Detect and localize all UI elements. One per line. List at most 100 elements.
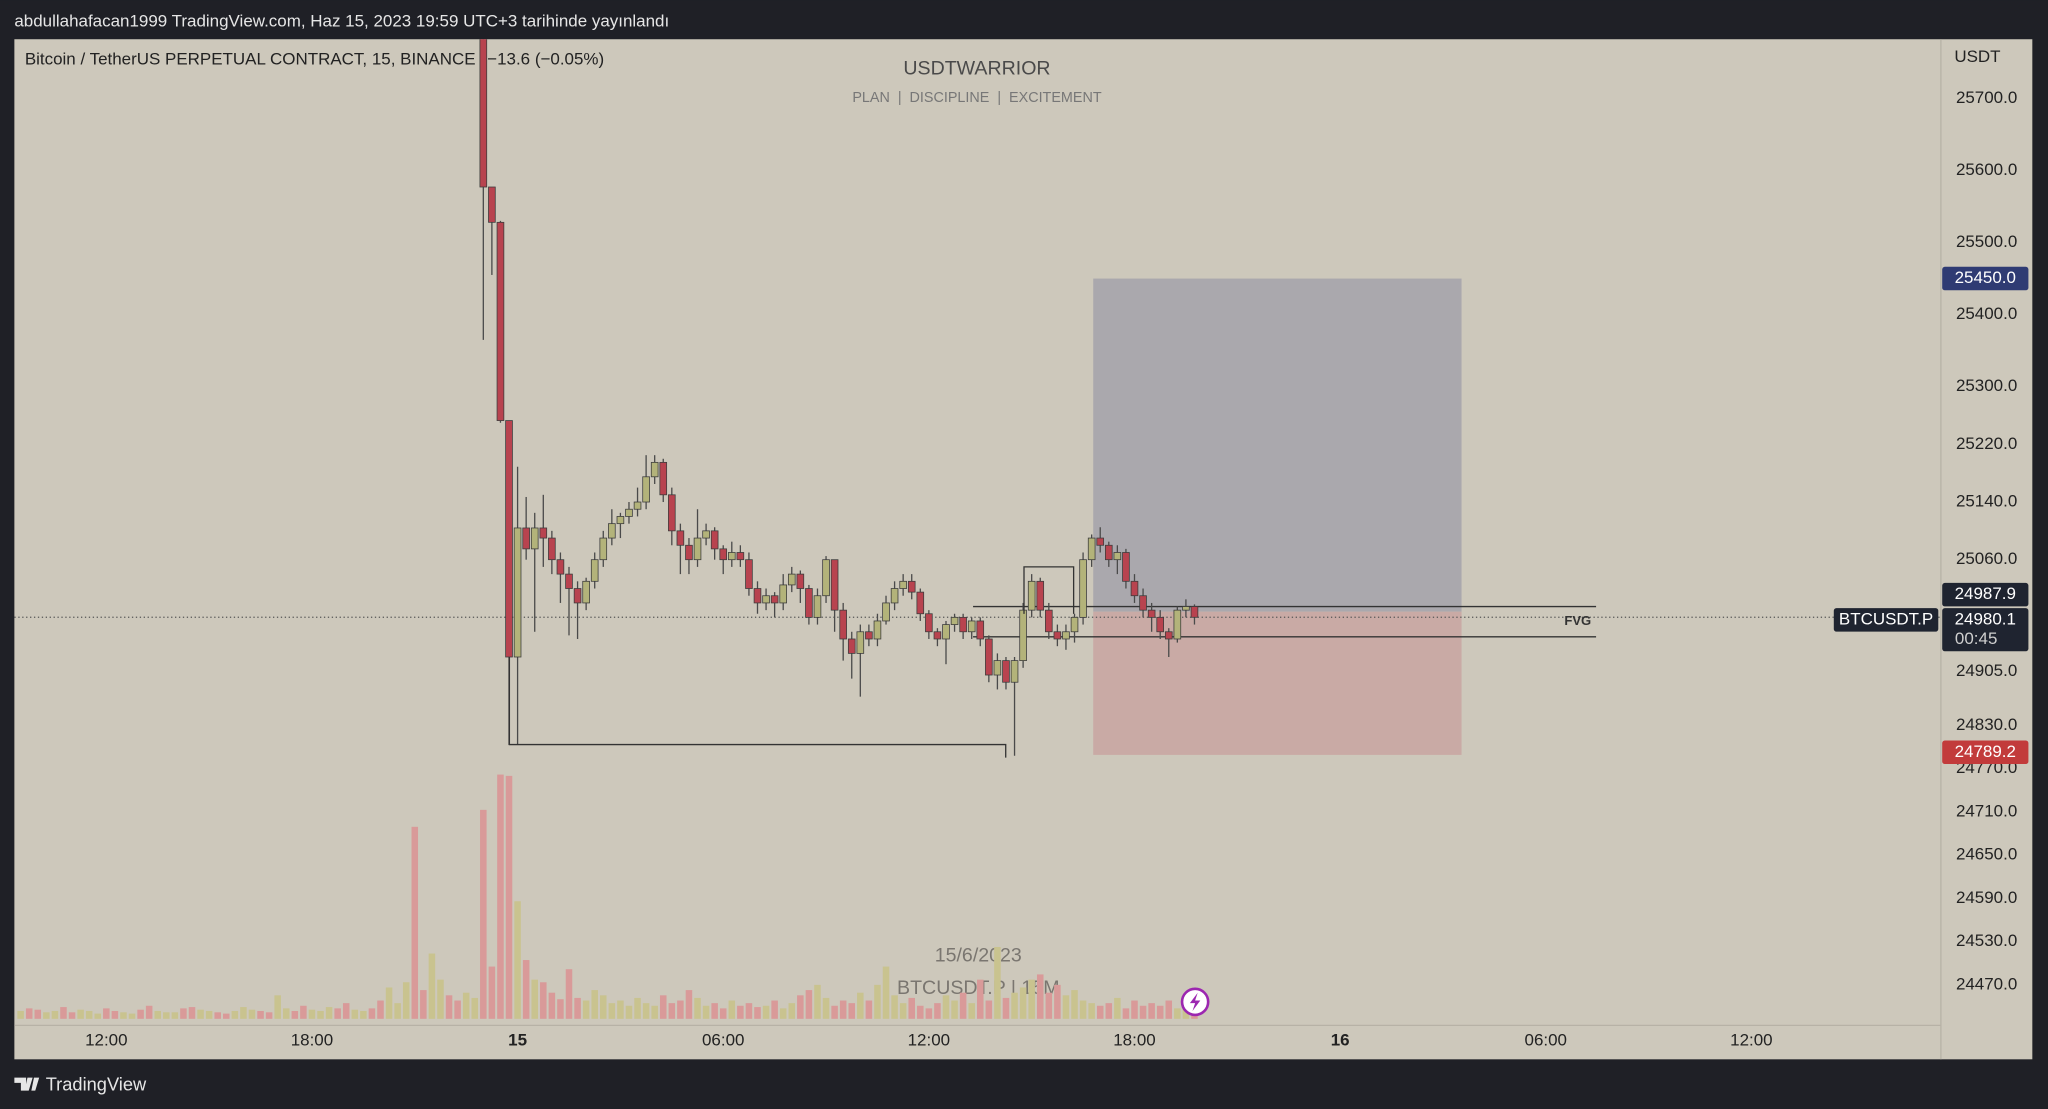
- volume-bar: [480, 809, 487, 1019]
- candle-body: [1002, 660, 1010, 683]
- volume-bar: [103, 1008, 110, 1019]
- volume-bar: [25, 1008, 33, 1019]
- volume-bar: [394, 1003, 401, 1019]
- volume-bar: [874, 984, 881, 1019]
- volume-bar: [77, 1009, 84, 1019]
- volume-bar: [634, 997, 641, 1019]
- candle-body: [770, 595, 779, 604]
- volume-bar: [805, 990, 813, 1019]
- volume-bar: [1079, 1000, 1087, 1019]
- currency-label: USDT: [1954, 47, 2000, 66]
- volume-bar: [334, 1008, 341, 1019]
- fvg-label: FVG: [1564, 613, 1591, 628]
- volume-bar: [857, 992, 864, 1019]
- target-price-label: 25450.0: [1955, 268, 2016, 287]
- volume-bar: [240, 1007, 247, 1019]
- candle-body: [1173, 609, 1182, 640]
- volume-bar: [300, 1005, 307, 1019]
- candle-body: [916, 591, 925, 615]
- candle-body: [796, 573, 805, 589]
- volume-bar: [1028, 979, 1035, 1019]
- volume-bar: [188, 1007, 196, 1019]
- candle-body: [805, 588, 813, 618]
- candle-body: [548, 537, 556, 561]
- volume-bar: [1088, 1003, 1095, 1019]
- chart-area: [14, 39, 2033, 1060]
- x-tick-label: 15: [508, 1031, 527, 1050]
- candle-body: [1190, 606, 1199, 618]
- volume-bar: [814, 984, 821, 1019]
- candle-body: [830, 559, 839, 611]
- tradingview-lightning[interactable]: [1180, 987, 1210, 1017]
- candle-body: [813, 595, 822, 618]
- y-tick-label: 25300.0: [1956, 376, 2017, 395]
- volume-bar: [779, 1008, 787, 1019]
- x-tick-label: 06:00: [1525, 1031, 1567, 1050]
- volume-bar: [94, 1013, 102, 1019]
- volume-bar: [1054, 984, 1061, 1019]
- candle-body: [1147, 609, 1156, 618]
- candle-body: [693, 537, 702, 561]
- candle-body: [530, 527, 539, 550]
- y-tick-label: 24650.0: [1956, 845, 2017, 864]
- volume-bar: [471, 997, 479, 1019]
- candle-body: [1036, 580, 1045, 611]
- volume-bar: [719, 1008, 727, 1019]
- volume-bar: [163, 1012, 170, 1019]
- x-tick-label: 12:00: [85, 1031, 127, 1050]
- volume-bar: [325, 1007, 333, 1019]
- stop-price-label-bg: [1942, 740, 2029, 765]
- volume-bar: [368, 1008, 376, 1019]
- volume-bar: [908, 997, 915, 1019]
- volume-bar: [1139, 1005, 1147, 1019]
- volume-bar: [171, 1012, 179, 1019]
- volume-bar: [711, 1003, 718, 1019]
- volume-bar: [154, 1010, 161, 1019]
- volume-bar: [1071, 990, 1078, 1019]
- y-tick-label: 24710.0: [1956, 801, 2017, 820]
- candle-body: [976, 620, 985, 640]
- volume-bar: [831, 1005, 838, 1019]
- volume-bar: [137, 1009, 144, 1019]
- candle-body: [599, 537, 608, 561]
- volume-bar: [994, 946, 1001, 1019]
- volume-bar: [702, 1005, 710, 1019]
- candle-body: [753, 588, 762, 604]
- candle-body: [1087, 537, 1096, 561]
- volume-bar: [548, 992, 556, 1019]
- volume-bar: [797, 995, 804, 1019]
- candle-body: [865, 631, 873, 640]
- volume-bar: [891, 995, 898, 1019]
- volume-bar: [600, 995, 607, 1019]
- volume-bar: [848, 1003, 856, 1019]
- volume-bar: [762, 1005, 770, 1019]
- symbol-badge-bg: [1833, 608, 1939, 632]
- volume-bar: [351, 1009, 359, 1019]
- x-tick-label: 12:00: [908, 1031, 950, 1050]
- y-tick-label: 25220.0: [1956, 434, 2017, 453]
- volume-bar: [942, 995, 950, 1019]
- volume-bar: [985, 1000, 993, 1019]
- volume-bar: [951, 1000, 958, 1019]
- volume-bar: [205, 1010, 213, 1019]
- volume-bar: [231, 1010, 239, 1019]
- range-line: [508, 657, 1007, 758]
- volume-bar: [282, 1008, 290, 1019]
- volume-bar: [437, 979, 444, 1019]
- candle-body: [676, 530, 685, 546]
- candle-body: [565, 573, 573, 589]
- candle-body: [1019, 609, 1027, 661]
- volume-bar: [111, 1010, 119, 1019]
- range-box: [1023, 566, 1075, 614]
- volume-bar: [214, 1012, 221, 1019]
- candle-body: [582, 580, 590, 604]
- candle-body: [522, 527, 530, 550]
- candle-body: [1156, 616, 1164, 633]
- volume-bar: [60, 1007, 67, 1019]
- volume-bar: [308, 1009, 316, 1019]
- volume-bar: [428, 953, 436, 1019]
- stop-zone: [1093, 611, 1462, 755]
- volume-bar: [265, 1012, 273, 1019]
- volume-bar: [677, 1000, 684, 1019]
- candle-body: [513, 527, 522, 658]
